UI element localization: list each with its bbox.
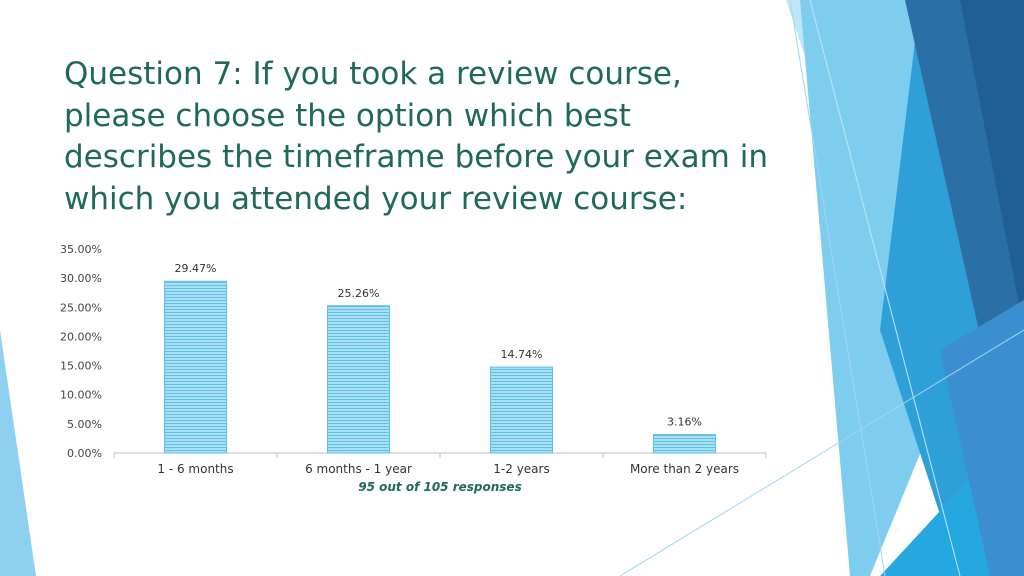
y-tick-label: 20.00%: [60, 330, 102, 343]
deco-line-2: [619, 329, 1024, 576]
x-tick-label: 1-2 years: [493, 462, 549, 476]
bar: [490, 366, 553, 454]
x-axis: 1 - 6 months 6 months - 1 year 1-2 years Mo…: [113, 452, 767, 476]
bar: [327, 305, 390, 454]
y-tick-label: 25.00%: [60, 301, 102, 314]
deco-line-1: [789, 0, 886, 576]
y-tick-label: 30.00%: [60, 272, 102, 285]
bar-value-label: 29.47%: [175, 262, 217, 275]
y-tick-label: 0.00%: [67, 447, 102, 460]
y-tick-label: 15.00%: [60, 360, 102, 373]
page-title: Question 7: If you took a review course,…: [64, 56, 768, 217]
deco-line-3: [809, 0, 961, 576]
y-tick-label: 35.00%: [60, 243, 102, 256]
deco-right-deep: [960, 0, 1024, 330]
y-axis: 0.00% 5.00% 10.00% 15.00% 20.00% 25.00% 30.00%…: [60, 243, 102, 460]
y-tick-label: 5.00%: [67, 418, 102, 431]
y-tick-label: 10.00%: [60, 389, 102, 402]
x-tick-label: 1 - 6 months: [157, 462, 233, 476]
deco-left-sliver: [0, 330, 36, 576]
x-axis-label: 95 out of 105 responses: [358, 480, 521, 494]
bar-value-label: 3.16%: [667, 416, 702, 429]
bar-series: 29.47% 25.26% 14.74% 3.16%: [164, 262, 716, 454]
bar-value-label: 25.26%: [338, 287, 380, 300]
bar: [164, 280, 227, 454]
x-tick-label: More than 2 years: [630, 462, 739, 476]
x-tick-label: 6 months - 1 year: [305, 462, 412, 476]
bar: [653, 434, 716, 454]
bar-value-label: 14.74%: [501, 348, 543, 361]
deco-right-accent: [940, 300, 1024, 576]
